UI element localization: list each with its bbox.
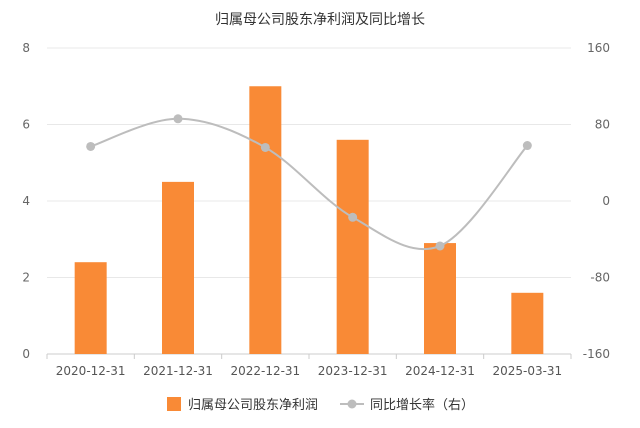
x-axis-tick-label: 2024-12-31 xyxy=(405,364,475,378)
bar xyxy=(424,243,456,354)
left-axis-tick-label: 8 xyxy=(22,41,30,55)
line-series xyxy=(86,114,532,251)
left-axis-tick-label: 0 xyxy=(22,347,30,361)
right-axis-tick-label: 160 xyxy=(587,41,610,55)
bar xyxy=(511,292,544,354)
legend-bar-swatch xyxy=(167,397,181,411)
bar xyxy=(249,86,282,354)
chart-title: 归属母公司股东净利润及同比增长 xyxy=(215,11,425,28)
right-axis-tick-label: 80 xyxy=(595,118,610,132)
gridlines xyxy=(47,47,571,355)
x-axis-tick-label: 2021-12-31 xyxy=(143,364,213,378)
left-axis-tick-label: 4 xyxy=(22,194,30,208)
growth-rate-line xyxy=(90,117,529,251)
legend-line-marker xyxy=(347,399,357,409)
right-axis-tick-label: -160 xyxy=(583,347,610,361)
left-axis-tick-label: 6 xyxy=(22,118,30,132)
legend[interactable]: 归属母公司股东净利润 同比增长率（右） xyxy=(167,397,474,413)
left-axis-tick-label: 2 xyxy=(22,271,30,285)
growth-rate-point xyxy=(86,141,96,151)
growth-rate-point xyxy=(435,241,445,251)
growth-rate-point xyxy=(348,212,358,222)
bar xyxy=(74,262,107,354)
x-axis: 2020-12-31 2021-12-31 2022-12-31 2023-12-31… xyxy=(46,354,572,378)
left-axis-ticks: 0 2 4 6 8 xyxy=(22,41,30,361)
right-axis-tick-label: 0 xyxy=(602,194,610,208)
bar xyxy=(336,139,369,354)
growth-rate-point xyxy=(522,141,532,151)
right-axis-tick-label: -80 xyxy=(590,271,610,285)
legend-bar-label: 归属母公司股东净利润 xyxy=(188,398,318,413)
legend-line-label: 同比增长率（右） xyxy=(370,397,474,413)
growth-rate-point xyxy=(260,142,270,152)
right-axis-ticks: -160 -80 0 80 160 xyxy=(583,41,610,361)
bar-series xyxy=(74,86,544,354)
x-axis-tick-label: 2023-12-31 xyxy=(318,364,388,378)
bar xyxy=(162,181,194,354)
x-axis-tick-label: 2025-03-31 xyxy=(492,364,562,378)
growth-rate-point xyxy=(173,114,183,124)
x-axis-tick-label: 2022-12-31 xyxy=(230,364,300,378)
x-axis-tick-label: 2020-12-31 xyxy=(56,364,126,378)
